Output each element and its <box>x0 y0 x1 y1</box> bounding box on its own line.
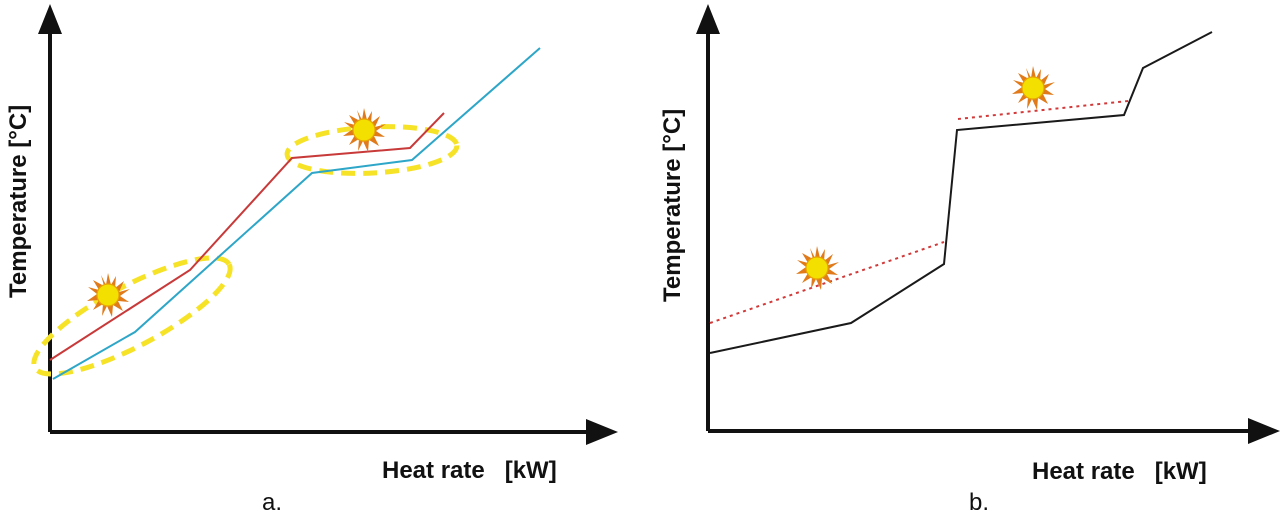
panel-a-y-axis-title: Temperature [°C] <box>5 105 32 298</box>
panel-a-x-axis-arrow <box>586 419 618 445</box>
panel-b-sun-icon-lower <box>795 245 840 291</box>
panel-a: Temperature [°C] Heat rate [kW] a. <box>5 4 618 515</box>
panel-b-dotted-line-upper <box>957 100 1129 120</box>
panel-b-y-axis-arrow <box>696 4 720 34</box>
panel-b-curve-line <box>709 31 1213 354</box>
panel-a-hot-line <box>49 112 445 361</box>
panel-b-y-axis-title: Temperature [°C] <box>659 109 686 302</box>
panel-a-y-axis-arrow <box>38 4 62 34</box>
panel-a-sun-icon-lower <box>86 272 131 318</box>
panel-a-highlight-lower <box>31 255 233 377</box>
panel-a-caption: a. <box>262 489 282 515</box>
panel-b-sun-icon-upper <box>1011 65 1056 111</box>
panel-b: Temperature [°C] Heat rate [kW] b. <box>659 4 1280 515</box>
panel-b-x-axis-title: Heat rate [kW] <box>1032 458 1207 485</box>
panel-b-dotted-line-lower <box>709 241 945 324</box>
panel-b-x-axis-arrow <box>1248 418 1280 444</box>
panel-a-x-axis-title: Heat rate [kW] <box>382 457 557 484</box>
panel-b-caption: b. <box>969 489 989 515</box>
panel-a-cold-line <box>52 47 541 380</box>
